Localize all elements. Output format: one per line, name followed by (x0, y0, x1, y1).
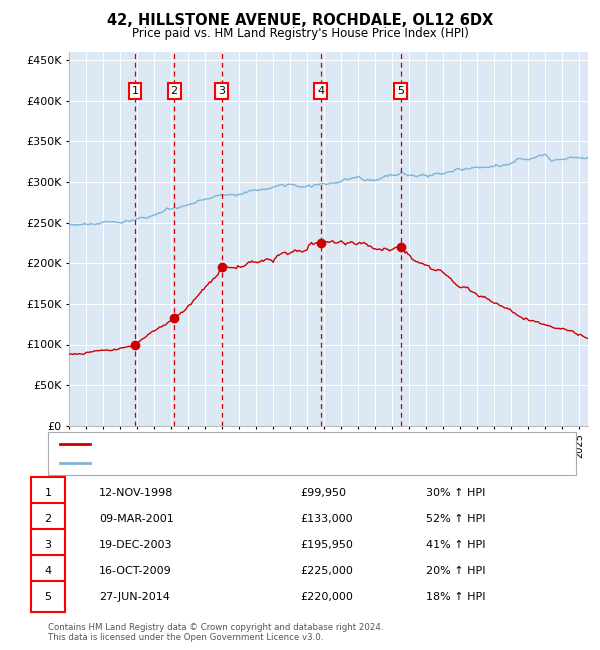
Text: 41% ↑ HPI: 41% ↑ HPI (426, 540, 485, 550)
Text: 18% ↑ HPI: 18% ↑ HPI (426, 592, 485, 602)
Text: 27-JUN-2014: 27-JUN-2014 (99, 592, 170, 602)
Text: 3: 3 (218, 86, 225, 96)
Text: £225,000: £225,000 (300, 566, 353, 576)
Text: £220,000: £220,000 (300, 592, 353, 602)
Text: 20% ↑ HPI: 20% ↑ HPI (426, 566, 485, 576)
Text: 52% ↑ HPI: 52% ↑ HPI (426, 514, 485, 524)
Text: 12-NOV-1998: 12-NOV-1998 (99, 488, 173, 498)
Text: HPI: Average price, detached house, Rochdale: HPI: Average price, detached house, Roch… (99, 458, 340, 468)
Text: 30% ↑ HPI: 30% ↑ HPI (426, 488, 485, 498)
Text: 3: 3 (44, 540, 52, 550)
Text: £99,950: £99,950 (300, 488, 346, 498)
Text: 1: 1 (131, 86, 139, 96)
Text: 2: 2 (44, 514, 52, 524)
Text: Contains HM Land Registry data © Crown copyright and database right 2024.
This d: Contains HM Land Registry data © Crown c… (48, 623, 383, 642)
Text: 42, HILLSTONE AVENUE, ROCHDALE, OL12 6DX (detached house): 42, HILLSTONE AVENUE, ROCHDALE, OL12 6DX… (99, 439, 440, 448)
Text: 4: 4 (44, 566, 52, 576)
Text: 42, HILLSTONE AVENUE, ROCHDALE, OL12 6DX: 42, HILLSTONE AVENUE, ROCHDALE, OL12 6DX (107, 13, 493, 28)
Text: £133,000: £133,000 (300, 514, 353, 524)
Text: 5: 5 (397, 86, 404, 96)
Text: £195,950: £195,950 (300, 540, 353, 550)
Text: 5: 5 (44, 592, 52, 602)
Text: 2: 2 (170, 86, 178, 96)
Text: Price paid vs. HM Land Registry's House Price Index (HPI): Price paid vs. HM Land Registry's House … (131, 27, 469, 40)
Text: 09-MAR-2001: 09-MAR-2001 (99, 514, 174, 524)
Text: 1: 1 (44, 488, 52, 498)
Text: 16-OCT-2009: 16-OCT-2009 (99, 566, 172, 576)
Text: 4: 4 (317, 86, 324, 96)
Text: 19-DEC-2003: 19-DEC-2003 (99, 540, 173, 550)
